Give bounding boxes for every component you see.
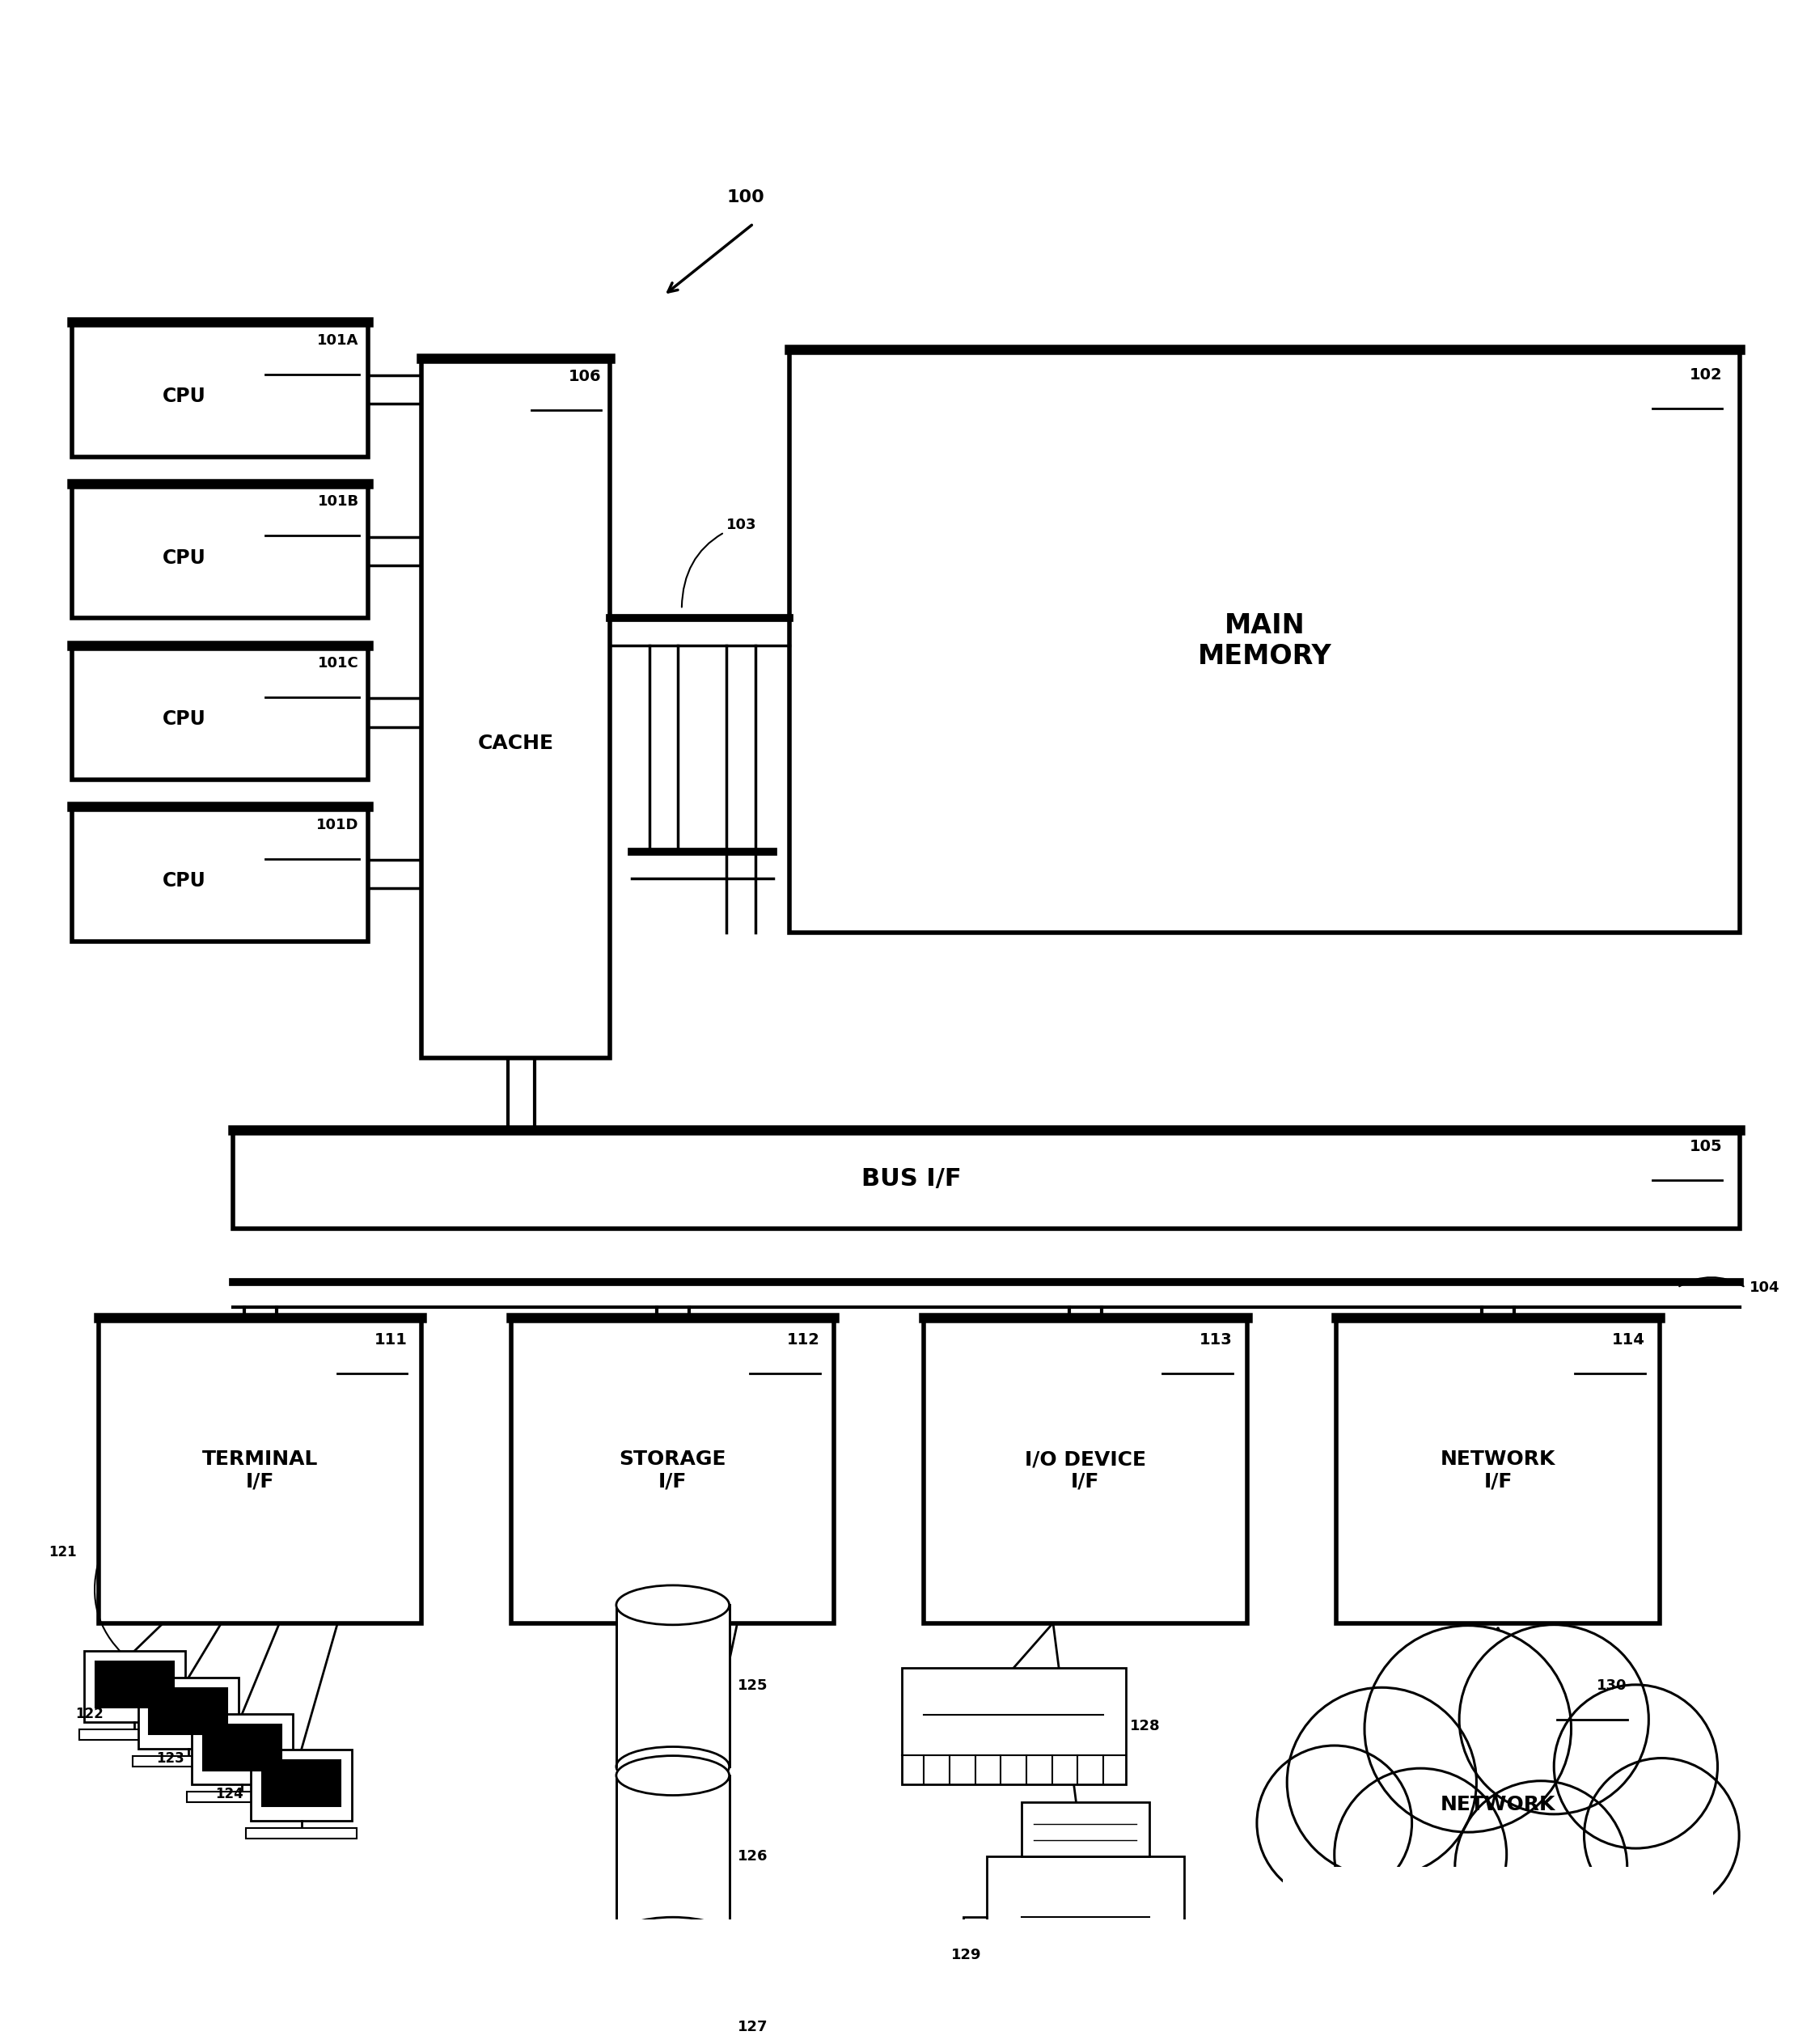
Circle shape (1286, 1688, 1476, 1876)
Text: CPU: CPU (163, 386, 206, 407)
Bar (99, 1318, 422, 1623)
Bar (1021, 1803, 1150, 1856)
Ellipse shape (617, 1925, 728, 1966)
Text: 101B: 101B (318, 495, 359, 509)
Text: 103: 103 (682, 517, 757, 607)
Text: 102: 102 (1690, 368, 1722, 382)
Text: CPU: CPU (163, 548, 206, 568)
Bar (133, 1756, 244, 1766)
Bar (1283, 1866, 1713, 1954)
Bar (251, 1750, 352, 1821)
Bar (262, 1760, 341, 1807)
Bar (617, 1776, 728, 1938)
Bar (138, 1678, 239, 1750)
Circle shape (1258, 1746, 1412, 1901)
Bar (79, 1729, 190, 1739)
Bar (149, 1688, 228, 1735)
Bar (901, 1668, 1127, 1784)
Bar (203, 1725, 282, 1770)
Bar (95, 1662, 174, 1707)
Bar (84, 1652, 185, 1721)
Bar (963, 1917, 987, 1950)
Bar (233, 1130, 1740, 1228)
Bar (246, 1827, 357, 1838)
Text: 129: 129 (951, 1948, 981, 1962)
Circle shape (1455, 1780, 1627, 1954)
Text: 130: 130 (1597, 1678, 1627, 1692)
Ellipse shape (617, 1756, 728, 1795)
Text: CPU: CPU (163, 709, 206, 730)
Text: 100: 100 (727, 190, 764, 206)
Bar (72, 807, 368, 942)
Text: 113: 113 (1200, 1333, 1232, 1347)
Bar (789, 350, 1740, 932)
Text: 122: 122 (75, 1707, 104, 1721)
Text: 104: 104 (1749, 1280, 1780, 1294)
Bar (192, 1713, 292, 1784)
Text: 121: 121 (48, 1545, 77, 1560)
Bar (187, 1793, 298, 1803)
Text: 106: 106 (569, 370, 601, 384)
Circle shape (1584, 1758, 1738, 1913)
Ellipse shape (617, 1586, 728, 1625)
Text: 126: 126 (737, 1850, 768, 1864)
Text: 101A: 101A (318, 333, 359, 347)
Text: NETWORK: NETWORK (1441, 1795, 1555, 1813)
Ellipse shape (617, 1917, 728, 1956)
Text: CPU: CPU (163, 871, 206, 891)
Text: 128: 128 (1130, 1719, 1161, 1733)
Bar (422, 358, 610, 1059)
Bar (511, 1318, 834, 1623)
Text: 101C: 101C (318, 656, 359, 670)
Text: 111: 111 (375, 1333, 407, 1347)
Circle shape (1554, 1684, 1717, 1848)
Bar (617, 1605, 728, 1766)
Text: 123: 123 (156, 1752, 185, 1766)
Circle shape (1365, 1625, 1572, 1831)
Text: 112: 112 (788, 1333, 820, 1347)
Bar (987, 1856, 1184, 1991)
Bar (72, 646, 368, 781)
Text: 114: 114 (1613, 1333, 1645, 1347)
Circle shape (1335, 1768, 1507, 1940)
Text: 105: 105 (1690, 1139, 1722, 1155)
Circle shape (1459, 1625, 1649, 1815)
Bar (72, 484, 368, 619)
Bar (1337, 1318, 1659, 1623)
Bar (617, 1946, 728, 2044)
Text: 124: 124 (215, 1786, 244, 1801)
Text: 125: 125 (737, 1678, 768, 1692)
Text: NETWORK
I/F: NETWORK I/F (1441, 1449, 1555, 1492)
Text: BUS I/F: BUS I/F (861, 1167, 962, 1192)
Text: 127: 127 (737, 2019, 768, 2034)
Text: MAIN
MEMORY: MAIN MEMORY (1198, 611, 1331, 670)
Text: 101D: 101D (316, 818, 359, 832)
Text: STORAGE
I/F: STORAGE I/F (619, 1449, 727, 1492)
Text: TERMINAL
I/F: TERMINAL I/F (203, 1449, 318, 1492)
Bar (72, 323, 368, 458)
Bar (924, 1318, 1247, 1623)
Ellipse shape (617, 1748, 728, 1786)
Text: CACHE: CACHE (477, 734, 554, 752)
Text: I/O DEVICE
I/F: I/O DEVICE I/F (1024, 1449, 1146, 1492)
